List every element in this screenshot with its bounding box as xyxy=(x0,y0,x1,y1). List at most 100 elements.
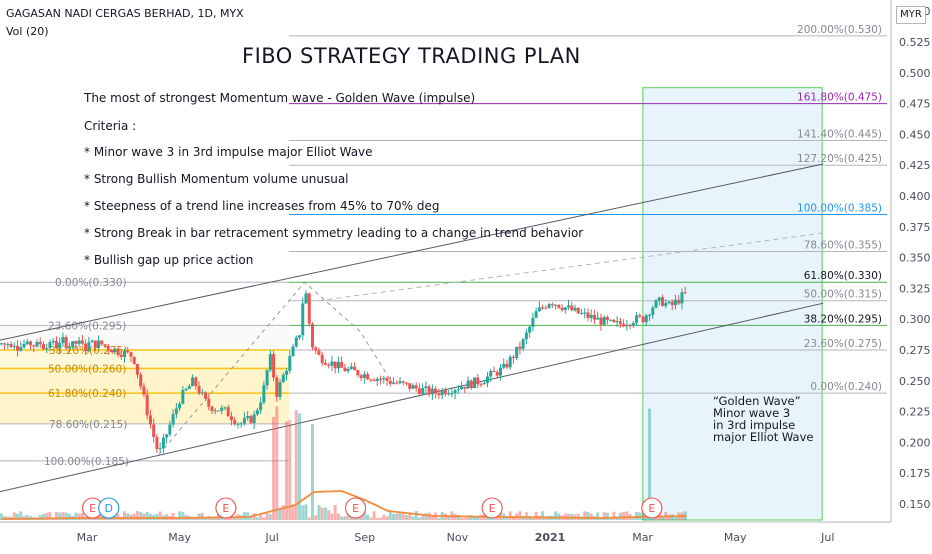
candle-body xyxy=(272,354,276,378)
candle-body xyxy=(9,344,13,347)
volume-bar xyxy=(16,513,20,520)
candle-body xyxy=(67,346,71,349)
y-tick-label: 0.525 xyxy=(899,36,931,49)
candle-body xyxy=(310,323,314,348)
volume-bar xyxy=(673,517,677,520)
volume-bar xyxy=(382,514,386,520)
candle-body xyxy=(123,350,127,358)
candle-body xyxy=(135,363,139,375)
candle-body xyxy=(288,356,292,371)
candle-body xyxy=(579,312,583,314)
volume-bar xyxy=(194,517,198,520)
volume-bar xyxy=(618,512,622,520)
candle-body xyxy=(583,312,587,314)
volume-bar xyxy=(366,514,370,520)
volume-bar xyxy=(64,512,68,520)
candle-body xyxy=(200,392,204,394)
candle-body xyxy=(317,350,321,355)
volume-bar xyxy=(45,512,49,520)
volume-bar xyxy=(294,410,298,520)
candle-body xyxy=(550,304,554,306)
candle-body xyxy=(641,316,645,323)
candle-body xyxy=(330,361,334,366)
currency-badge[interactable]: MYR xyxy=(896,6,926,24)
volume-bar xyxy=(414,511,418,520)
y-tick-label: 0.225 xyxy=(899,406,931,419)
volume-bar xyxy=(80,512,84,520)
candle-body xyxy=(456,389,460,391)
volume-bar xyxy=(61,512,65,520)
candle-body xyxy=(323,363,327,365)
earnings-marker-label: E xyxy=(489,502,496,515)
candle-body xyxy=(152,424,156,438)
earnings-marker-label: E xyxy=(648,502,655,515)
fib-level-label: 0.00%(0.330) xyxy=(55,277,127,289)
volume-bar xyxy=(158,511,162,520)
y-tick-label: 0.500 xyxy=(899,67,931,80)
candle-body xyxy=(398,381,402,384)
candle-body xyxy=(537,307,541,312)
earnings-marker xyxy=(344,497,367,519)
fib-level-label: 61.80%(0.240) xyxy=(48,388,126,400)
candle-body xyxy=(524,332,528,340)
volume-bar xyxy=(612,511,616,520)
volume-bar xyxy=(583,511,587,520)
candle-body xyxy=(265,370,269,386)
candle-body xyxy=(281,374,285,383)
volume-bar xyxy=(498,511,502,520)
note-line: Criteria : xyxy=(84,119,137,133)
candle-body xyxy=(417,388,421,394)
candle-body xyxy=(382,377,386,380)
volume-bar xyxy=(123,511,127,520)
candle-body xyxy=(369,379,373,381)
candle-body xyxy=(631,322,635,326)
candle-body xyxy=(683,292,687,294)
candle-body xyxy=(298,335,302,338)
candle-body xyxy=(106,345,110,350)
volume-indicator-label[interactable]: Vol (20) xyxy=(6,25,49,38)
volume-bar xyxy=(275,406,279,520)
candle-body xyxy=(657,297,661,301)
candle-body xyxy=(291,346,295,357)
volume-bar xyxy=(485,517,489,520)
candle-body xyxy=(285,370,289,375)
volume-bar xyxy=(644,517,648,520)
earnings-marker xyxy=(481,497,503,519)
candle-body xyxy=(505,363,509,368)
volume-bar xyxy=(385,516,389,520)
y-tick-label: 0.475 xyxy=(899,98,931,111)
candle-body xyxy=(372,379,376,381)
mid-channel-line xyxy=(318,232,824,302)
candle-body xyxy=(320,354,324,364)
volume-bar xyxy=(534,511,538,520)
candle-body xyxy=(349,366,353,369)
volume-bar xyxy=(278,508,282,520)
volume-bar xyxy=(142,513,146,520)
volume-bar xyxy=(456,514,460,520)
candle-body xyxy=(476,377,480,385)
fib-extension-label: 141.40%(0.445) xyxy=(797,129,882,141)
symbol-header[interactable]: GAGASAN NADI CERGAS BERHAD, 1D, MYX xyxy=(6,7,244,20)
candle-body xyxy=(434,388,438,394)
candle-body xyxy=(592,315,596,320)
candle-body xyxy=(375,378,379,381)
volume-bar xyxy=(388,511,392,520)
fib-band xyxy=(0,423,289,461)
volume-bar xyxy=(301,505,305,520)
candle-body xyxy=(437,393,441,396)
candle-body xyxy=(531,317,535,327)
y-tick-label: 0.450 xyxy=(899,128,931,141)
candle-body xyxy=(473,377,477,389)
candle-body xyxy=(635,315,639,323)
candle-body xyxy=(301,303,305,336)
volume-bar xyxy=(126,513,130,520)
volume-bar xyxy=(262,517,266,520)
candle-body xyxy=(576,307,580,314)
candle-body xyxy=(129,352,133,357)
candle-body xyxy=(427,386,431,395)
candle-body xyxy=(586,312,590,318)
volume-bar xyxy=(48,512,52,520)
y-tick-label: 0.400 xyxy=(899,190,931,203)
